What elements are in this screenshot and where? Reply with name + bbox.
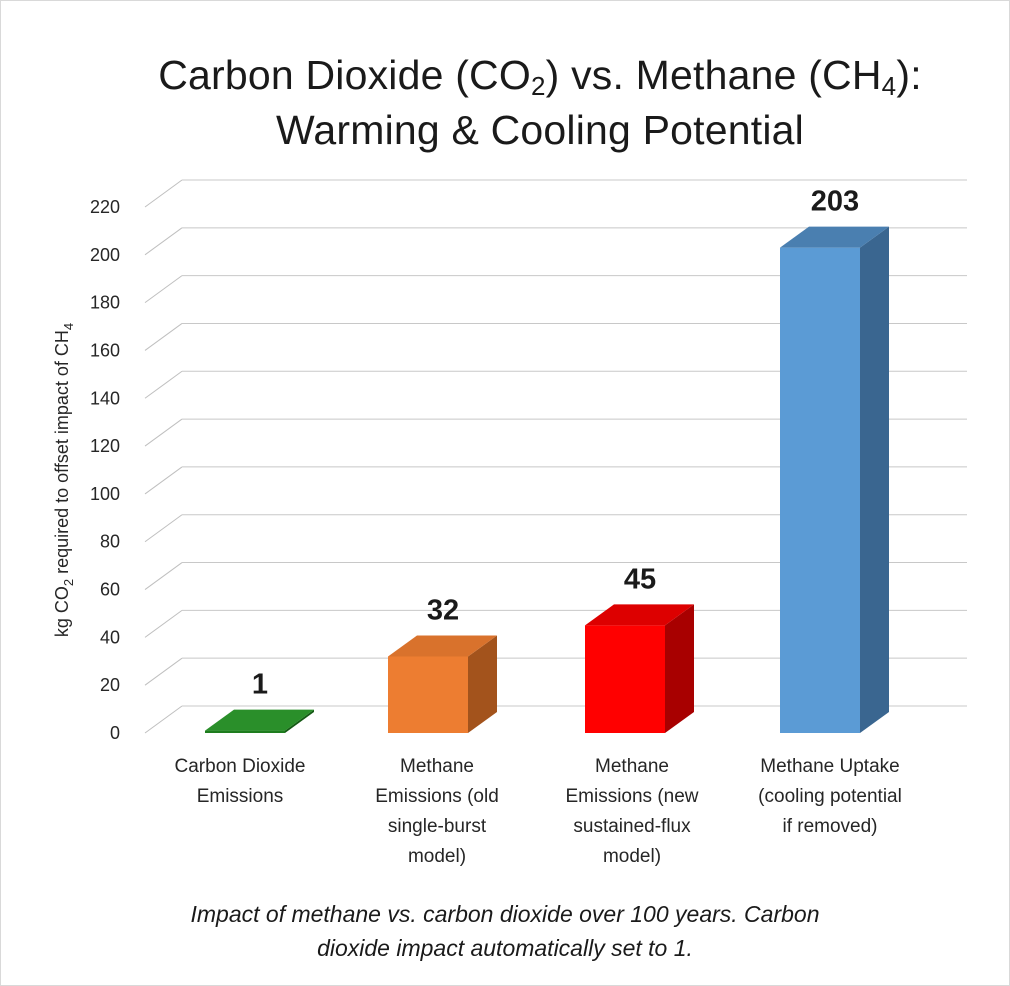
- category-label-line: Methane: [595, 756, 669, 777]
- chart-caption: Impact of methane vs. carbon dioxide ove…: [90, 897, 920, 965]
- category-label-line: model): [603, 846, 661, 867]
- category-label-line: if removed): [782, 816, 877, 837]
- gridline-diagonal: [144, 466, 183, 495]
- bars: [205, 226, 889, 734]
- gridline-diagonal: [144, 562, 183, 590]
- bar-top: [585, 604, 694, 626]
- category-labels: Carbon Dioxide Emissions Methane Emissions …: [175, 756, 902, 867]
- y-tick-label: 20: [100, 675, 120, 695]
- category-label-line: (cooling potential: [758, 786, 902, 807]
- y-tick-label: 180: [90, 293, 120, 313]
- gridline-diagonal: [144, 657, 183, 686]
- title-text-part: ) vs. Methane (CH: [545, 52, 882, 98]
- category-label-line: model): [408, 846, 466, 867]
- title-text-part: ):: [896, 52, 922, 98]
- y-tick-label: 160: [90, 340, 120, 360]
- title-subscript: 2: [530, 71, 546, 101]
- chart-title-line2: Warming & Cooling Potential: [275, 107, 804, 153]
- bar-top: [388, 635, 497, 657]
- bar-side: [468, 635, 497, 733]
- category-label: Methane Emissions (new sustained-flux model…: [565, 756, 698, 867]
- category-label-line: Emissions (old: [375, 786, 499, 807]
- y-axis-ticks: 0 20 40 60 80 100 120 140 160 180 200 220: [90, 197, 120, 743]
- gridline-diagonal: [144, 609, 183, 638]
- gridline-diagonal: [144, 370, 183, 399]
- bar-side: [665, 604, 694, 733]
- category-label: Methane Emissions (old single-burst model): [375, 756, 499, 867]
- y-tick-label: 80: [100, 532, 120, 552]
- bar: [780, 226, 889, 734]
- bar-front: [205, 730, 285, 733]
- y-tick-label: 0: [110, 723, 120, 743]
- bar: [388, 635, 497, 733]
- caption-line2: dioxide impact automatically set to 1.: [317, 935, 693, 961]
- gridline-diagonal: [144, 275, 183, 304]
- category-label-line: Emissions (new: [565, 786, 698, 807]
- bar: [585, 604, 694, 733]
- title-text-part: Carbon Dioxide (CO: [158, 52, 531, 98]
- gridline-diagonal: [144, 514, 183, 543]
- bar-side: [860, 226, 889, 734]
- category-label: Methane Uptake (cooling potential if remov…: [758, 756, 902, 837]
- y-tick-label: 120: [90, 436, 120, 456]
- caption-line1: Impact of methane vs. carbon dioxide ove…: [190, 901, 820, 927]
- data-label: 45: [624, 563, 656, 595]
- y-axis-label: kg CO2 required to offset impact of CH4: [52, 323, 76, 637]
- bar-front: [780, 247, 860, 734]
- category-label: Carbon Dioxide Emissions: [175, 756, 306, 807]
- category-label-line: single-burst: [388, 816, 487, 837]
- bar-top: [780, 226, 889, 248]
- y-tick-label: 220: [90, 197, 120, 217]
- category-label-line: sustained-flux: [573, 816, 691, 837]
- title-subscript: 4: [881, 71, 897, 101]
- y-tick-label: 60: [100, 580, 120, 600]
- gridline-diagonal: [144, 418, 183, 447]
- y-tick-label: 200: [90, 245, 120, 265]
- chart-title-line1: Carbon Dioxide (CO2) vs. Methane (CH4):: [158, 52, 922, 101]
- gridline-diagonal: [144, 227, 183, 256]
- category-label-line: Methane Uptake: [760, 756, 899, 777]
- gridline-diagonal: [144, 323, 183, 351]
- category-label-line: Emissions: [197, 786, 284, 807]
- bar-front: [585, 625, 665, 733]
- y-tick-label: 140: [90, 388, 120, 408]
- data-label: 32: [427, 594, 459, 626]
- bar-top: [205, 709, 314, 731]
- gridline-diagonal: [144, 705, 183, 734]
- y-tick-label: 100: [90, 484, 120, 504]
- data-label: 1: [252, 669, 268, 701]
- data-label: 203: [811, 186, 859, 218]
- data-labels: 1 32 45 203: [252, 186, 859, 701]
- bar-side: [285, 709, 314, 733]
- category-label-line: Carbon Dioxide: [175, 756, 306, 777]
- gridline-diagonal: [144, 179, 183, 208]
- chart-title: Carbon Dioxide (CO2) vs. Methane (CH4): …: [100, 48, 980, 158]
- bar-front: [388, 656, 468, 733]
- y-tick-label: 40: [100, 627, 120, 647]
- category-label-line: Methane: [400, 756, 474, 777]
- bar: [205, 709, 314, 733]
